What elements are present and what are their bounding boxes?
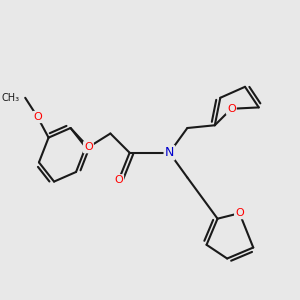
Text: O: O [235, 208, 244, 218]
Text: CH₃: CH₃ [2, 93, 20, 103]
Text: O: O [114, 175, 123, 185]
Text: O: O [227, 104, 236, 114]
Text: N: N [165, 146, 174, 159]
Text: O: O [33, 112, 42, 122]
Text: O: O [84, 142, 93, 152]
